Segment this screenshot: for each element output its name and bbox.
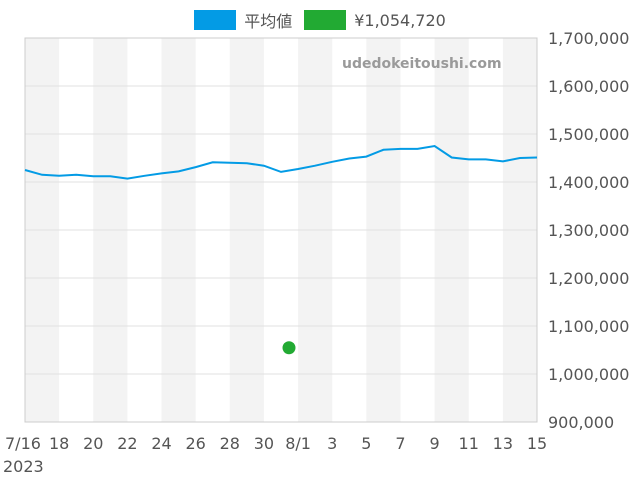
series-line-average [24, 144, 538, 180]
x-tick-label: 5 [361, 434, 371, 453]
x-tick-label: 18 [49, 434, 69, 453]
x-tick-label: 24 [151, 434, 171, 453]
x-tick-label: 30 [254, 434, 274, 453]
legend-label-average: 平均値 [244, 12, 293, 31]
x-tick-label: 7/16 [5, 434, 41, 453]
legend: 平均値 ¥1,054,720 [0, 8, 640, 32]
legend-item-price[interactable]: ¥1,054,720 [304, 10, 446, 30]
y-tick-label: 1,700,000 [548, 29, 629, 48]
legend-swatch-average [194, 10, 237, 30]
x-tick-label: 22 [117, 434, 137, 453]
y-tick-label: 1,000,000 [548, 365, 629, 384]
y-tick-label: 1,400,000 [548, 173, 629, 192]
x-tick-label: 26 [185, 434, 205, 453]
legend-swatch-price [304, 10, 347, 30]
y-tick-label: 1,100,000 [548, 317, 629, 336]
x-tick-label: 28 [220, 434, 240, 453]
legend-label-price: ¥1,054,720 [354, 10, 446, 30]
plot-border [24, 37, 538, 423]
x-tick-label: 20 [83, 434, 103, 453]
x-year-label: 2023 [3, 457, 44, 476]
y-tick-label: 1,500,000 [548, 125, 629, 144]
x-tick-label: 15 [527, 434, 547, 453]
y-tick-label: 1,600,000 [548, 77, 629, 96]
x-tick-label: 3 [327, 434, 337, 453]
y-tick-label: 1,300,000 [548, 221, 629, 240]
watermark: udedokeitoushi.com [342, 56, 502, 72]
x-tick-label: 13 [493, 434, 513, 453]
x-tick-label: 8/1 [285, 434, 311, 453]
x-tick-label: 11 [459, 434, 479, 453]
price-point[interactable] [282, 341, 296, 355]
x-tick-label: 7 [395, 434, 405, 453]
y-tick-label: 900,000 [548, 413, 614, 432]
y-tick-label: 1,200,000 [548, 269, 629, 288]
legend-item-average[interactable]: 平均値 [194, 8, 292, 32]
x-tick-label: 9 [430, 434, 440, 453]
